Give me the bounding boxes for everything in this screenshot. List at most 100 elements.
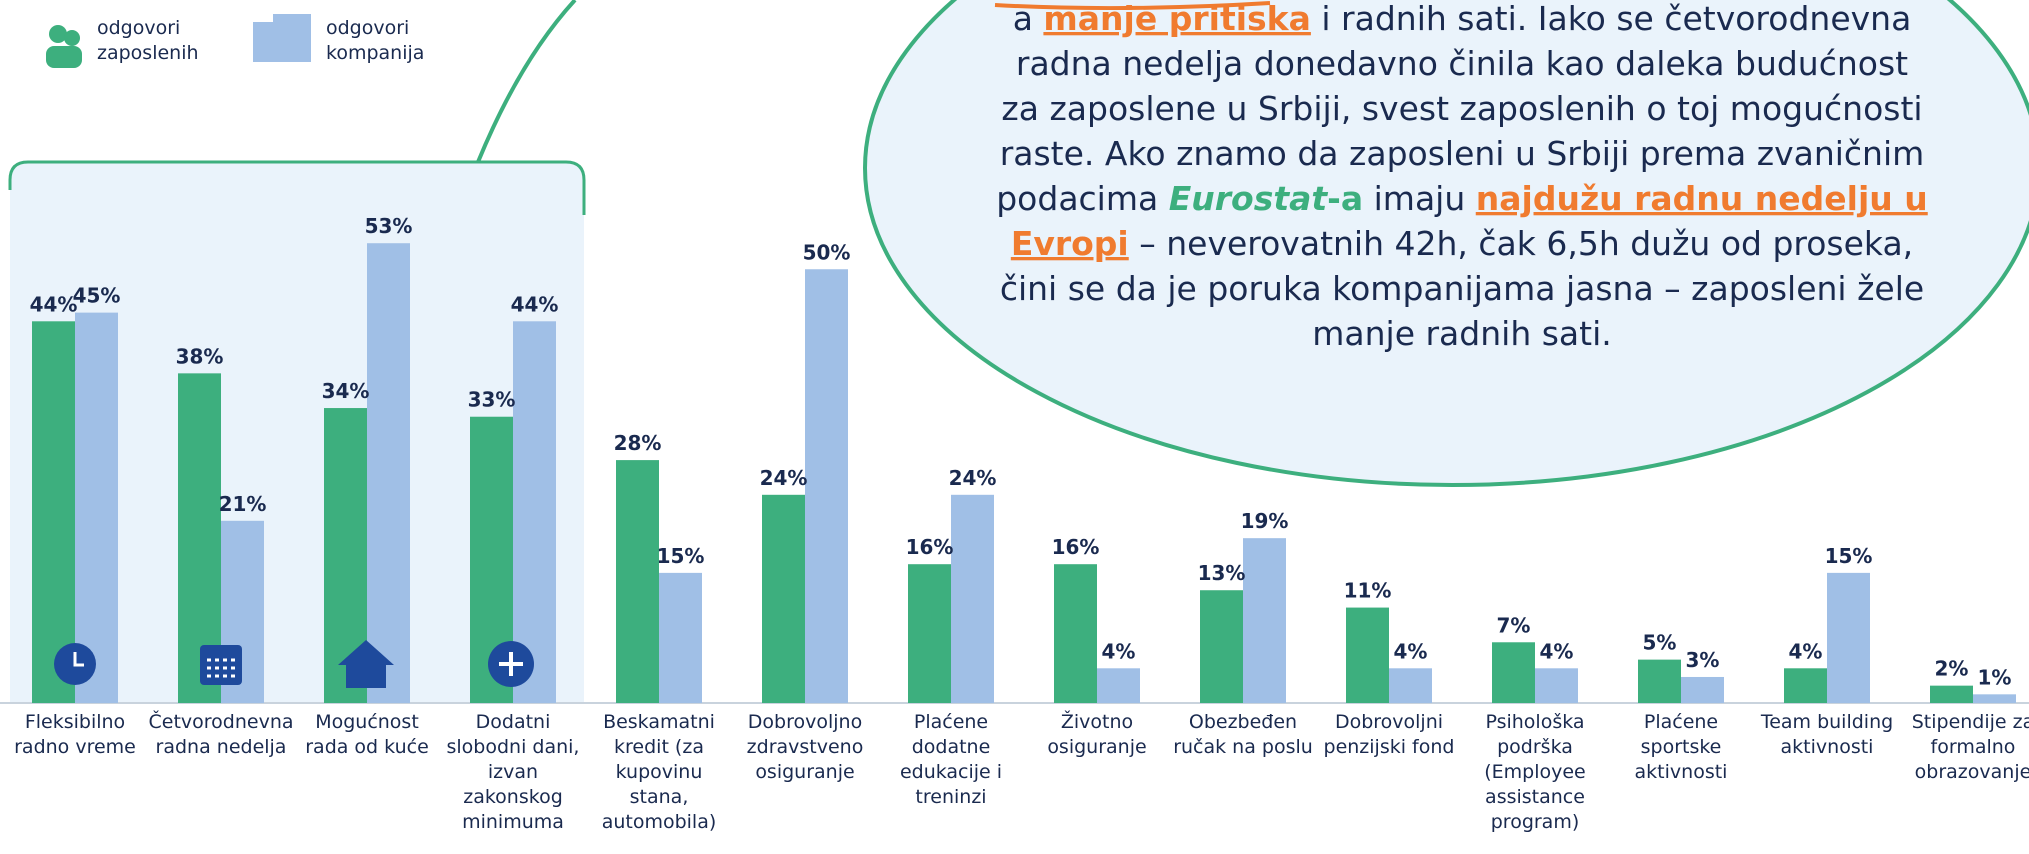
bubble-tail [476,0,577,163]
value-label: 28% [614,431,662,455]
legend-icon-building [273,14,311,62]
bar [1243,538,1286,703]
x-tick-label: Team building aktivnosti [1760,711,1894,758]
bar [1389,668,1432,703]
value-label: 24% [760,466,808,490]
x-tick-label: Životno osiguranje [1047,711,1147,758]
value-label: 2% [1935,657,1969,681]
bubble-text-part: imaju [1363,179,1476,218]
bubble-text-part: raste. Ako znamo da zaposleni u Srbiji p… [1000,134,1925,173]
x-tick-label: Dodatni slobodni dani, izvan zakonskog m… [446,711,580,833]
bubble-text: a manje pritiska i radnih sati. Iako se … [996,0,1928,353]
home-icon [338,640,394,688]
x-tick-label: Beskamatni kredit (za kupovinu stana, au… [601,711,717,833]
value-label: 19% [1241,509,1289,533]
value-label: 16% [906,535,954,559]
bubble-text-part: Evropi [1011,224,1129,263]
value-label: 44% [511,292,559,316]
value-label: 15% [657,544,705,568]
bar [951,494,994,703]
underline [994,1,1271,11]
bar [1200,590,1243,703]
x-tick-label: Mogućnost rada od kuće [305,711,429,758]
highlight-panel [10,162,584,703]
x-tick-label: Obezbeđen ručak na poslu [1173,711,1313,758]
value-label: 4% [1102,639,1136,663]
legend-icon-building [253,22,273,62]
bar [75,312,118,703]
bubble-text-part: podacima [996,179,1168,218]
bar [616,460,659,703]
speech-bubble [863,0,2029,487]
value-label: 15% [1825,544,1873,568]
plus-sign [499,652,523,676]
value-label: 34% [322,379,370,403]
bar [805,269,848,703]
value-label: 38% [176,344,224,368]
bubble-text-part: čini se da je poruka kompanijama jasna –… [1000,269,1924,308]
value-label: 1% [1978,665,2012,689]
bubble-text-part: najdužu radnu nedelju u [1476,179,1928,218]
calendar-icon [200,645,242,685]
legend-icon-people [49,25,67,43]
x-tick-label: Dobrovoljno zdravstveno osiguranje [746,711,864,783]
icons [46,14,534,688]
bar [1827,572,1870,703]
value-label: 53% [365,214,413,238]
bubble-text-part: za zaposlene u Srbiji, svest zaposlenih … [1001,89,1922,128]
bar [1973,694,2016,703]
bar [1930,685,1973,703]
bubble-text-part: i radnih sati. Iako se četvorodnevna [1311,0,1911,38]
bubble-text-part: manje radnih sati. [1312,314,1611,353]
bar [1097,668,1140,703]
bar [1681,676,1724,703]
value-label: 16% [1052,535,1100,559]
bar [32,321,75,703]
value-label: 24% [949,466,997,490]
x-tick-label: Stipendije za formalno obrazovanje [1911,711,2029,783]
bar [762,494,805,703]
x-tick-label: Plaćene dodatne edukacije i treninzi [899,711,1003,808]
value-label: 5% [1643,631,1677,655]
value-label: 4% [1394,639,1428,663]
bar [1054,564,1097,703]
x-tick-label: Četvorodnevna radna nedelja [148,711,294,758]
clock-hands [73,652,84,667]
panel-border [8,160,586,215]
legend-label: odgovori kompanija [326,17,425,64]
legend-icon-people [64,30,80,46]
value-label: 45% [73,284,121,308]
x-tick-label: Dobrovoljni penzijski fond [1323,711,1455,758]
value-label: 11% [1344,579,1392,603]
bar [908,564,951,703]
bubble-text-part: radna nedelja donedavno činila kao dalek… [1016,44,1908,83]
bubble-text-part: a [1013,0,1044,38]
value-label: 7% [1497,613,1531,637]
value-label: 44% [30,292,78,316]
bubble-text-part: -a [1327,179,1363,218]
legend-label: odgovori zaposlenih [97,17,199,64]
value-label: 21% [219,492,267,516]
legend-icon-people [46,46,82,68]
value-label: 13% [1198,561,1246,585]
value-label: 4% [1540,639,1574,663]
bar [367,243,410,703]
bubble-text-part: Eurostat [1169,179,1329,218]
value-label: 50% [803,240,851,264]
value-label: 4% [1789,639,1823,663]
x-tick-label: Plaćene sportske aktivnosti [1634,711,1728,783]
bubble-text-part: – neverovatnih 42h, čak 6,5h dužu od pro… [1129,224,1913,263]
bar [659,572,702,703]
bar [1346,607,1389,703]
value-label: 3% [1686,648,1720,672]
x-tick-label: Fleksibilno radno vreme [14,711,136,758]
bar [1535,668,1578,703]
bar [513,321,556,703]
bubble-text-part: manje pritiska [1043,0,1310,38]
x-tick-label: Psihološka podrška (Employee assistance … [1484,711,1586,833]
bar [1784,668,1827,703]
bar [1638,659,1681,703]
bar [1492,642,1535,703]
